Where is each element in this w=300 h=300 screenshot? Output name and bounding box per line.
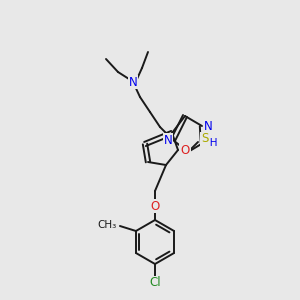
Text: NH: NH (202, 138, 218, 148)
Text: S: S (201, 133, 209, 146)
Text: N: N (164, 134, 172, 146)
Text: O: O (150, 200, 160, 212)
Text: N: N (129, 76, 137, 88)
Text: CH₃: CH₃ (98, 220, 117, 230)
Text: N: N (204, 119, 212, 133)
Text: Cl: Cl (149, 277, 161, 290)
Text: O: O (180, 143, 190, 157)
